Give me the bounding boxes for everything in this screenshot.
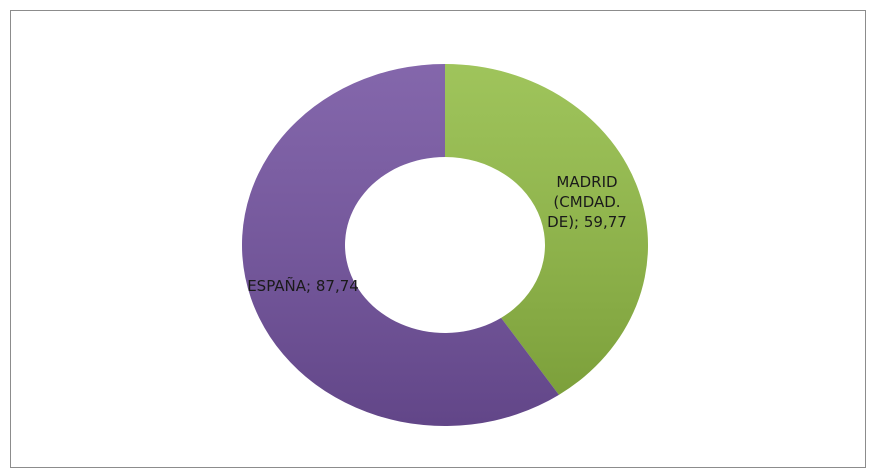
data-label: MADRID (CMDAD. DE); 59,77 — [547, 173, 627, 231]
data-label: ESPAÑA; 87,74 — [247, 277, 359, 295]
segment-shade — [241, 64, 559, 426]
segment-shade — [445, 64, 648, 395]
